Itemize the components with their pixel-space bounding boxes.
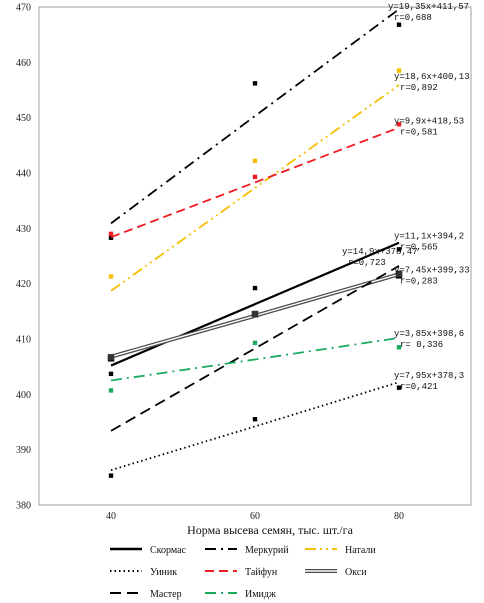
trend-equation: y=9,9x+418,53 bbox=[394, 117, 464, 127]
legend-label: Уиник bbox=[150, 567, 177, 578]
x-tick-label: 40 bbox=[106, 511, 116, 522]
series-trendline bbox=[110, 126, 400, 239]
data-point bbox=[252, 285, 258, 291]
data-point bbox=[108, 371, 114, 377]
x-axis-ticks: 40 60 80 bbox=[106, 511, 404, 522]
trend-equation: y=14,9x+378,47 bbox=[342, 247, 418, 257]
y-tick-label: 420 bbox=[16, 279, 31, 290]
legend-item: Меркурий bbox=[205, 545, 289, 556]
data-point bbox=[396, 385, 402, 390]
data-point bbox=[396, 122, 402, 127]
legend-label: Окси bbox=[345, 567, 367, 578]
trend-equation: y=11,1x+394,2 bbox=[394, 232, 464, 242]
annotation-layer: y=11,1x+394,2r=0,565 y=19,35x+411,57r=0,6… bbox=[342, 2, 470, 392]
trend-equation: y=19,35x+411,57 bbox=[388, 2, 469, 12]
trend-r-value: r=0,723 bbox=[348, 258, 386, 268]
series-trendline bbox=[110, 265, 400, 432]
series-8 bbox=[108, 337, 402, 393]
legend-label: Имидж bbox=[245, 589, 276, 600]
trend-r-value: r=0,688 bbox=[394, 13, 432, 23]
series-2 bbox=[108, 8, 402, 240]
series-5 bbox=[108, 122, 402, 239]
legend-item: Имидж bbox=[205, 589, 276, 600]
y-tick-label: 410 bbox=[16, 335, 31, 346]
data-point bbox=[108, 274, 114, 279]
trend-equation: y=7,45x+399,33 bbox=[394, 265, 470, 275]
data-point bbox=[251, 310, 259, 318]
series-4 bbox=[108, 381, 402, 478]
plot-area bbox=[38, 6, 472, 506]
legend-item: Тайфун bbox=[205, 567, 278, 578]
data-point bbox=[252, 174, 258, 180]
legend-label: Тайфун bbox=[245, 567, 278, 578]
x-tick-label: 80 bbox=[394, 511, 404, 522]
legend-item: Уиник bbox=[110, 567, 177, 578]
data-point bbox=[252, 417, 258, 422]
data-point bbox=[396, 345, 402, 350]
y-axis-ticks: 380 390 400 410 420 430 440 450 460 470 bbox=[16, 3, 31, 512]
data-point bbox=[108, 473, 114, 478]
series-trendline bbox=[110, 8, 400, 225]
y-tick-label: 430 bbox=[16, 224, 31, 235]
data-point bbox=[108, 235, 114, 240]
series-trendline bbox=[110, 337, 400, 382]
series-6 bbox=[107, 270, 403, 361]
trend-r-value: r=0,892 bbox=[400, 83, 438, 93]
trend-equation: y=18,6x+400,13 bbox=[394, 72, 470, 82]
y-tick-label: 460 bbox=[16, 58, 31, 69]
trend-r-value: r=0,565 bbox=[400, 243, 438, 253]
data-point bbox=[395, 270, 403, 277]
data-point bbox=[108, 388, 114, 393]
trend-equation: y=3,85x+398,6 bbox=[394, 329, 464, 339]
trend-r-value: r= 0,336 bbox=[400, 340, 443, 350]
series-trendline bbox=[110, 84, 400, 292]
data-point bbox=[396, 68, 402, 73]
trend-r-value: r=0,283 bbox=[400, 276, 438, 286]
data-point bbox=[252, 81, 258, 86]
y-tick-label: 380 bbox=[16, 501, 31, 512]
data-point bbox=[108, 231, 114, 237]
data-point bbox=[396, 247, 402, 252]
series-3 bbox=[108, 68, 402, 292]
series-7 bbox=[108, 247, 402, 432]
trend-r-value: r=0,581 bbox=[400, 128, 438, 138]
y-tick-label: 400 bbox=[16, 390, 31, 401]
y-tick-label: 450 bbox=[16, 113, 31, 124]
legend-item: Окси bbox=[305, 567, 367, 578]
legend-label: Натали bbox=[345, 545, 376, 556]
data-point bbox=[107, 354, 115, 361]
legend-item: Скормас bbox=[110, 545, 187, 556]
series-layer bbox=[107, 8, 403, 478]
data-point bbox=[396, 22, 402, 27]
series-trendline bbox=[110, 381, 400, 472]
x-tick-label: 60 bbox=[250, 511, 260, 522]
x-axis-label: Норма высева семян, тыс. шт./га bbox=[187, 523, 353, 537]
legend-label: Меркурий bbox=[245, 545, 289, 556]
legend-label: Скормас bbox=[150, 545, 187, 556]
legend-item: Натали bbox=[305, 545, 376, 556]
y-tick-label: 440 bbox=[16, 169, 31, 180]
data-point bbox=[252, 158, 258, 164]
y-tick-label: 470 bbox=[16, 3, 31, 14]
data-point bbox=[252, 340, 258, 346]
trend-r-value: r=0,421 bbox=[400, 382, 438, 392]
legend: Скормас Меркурий Натали Уиник Тайфун Окси Маст… bbox=[110, 545, 376, 600]
y-tick-label: 390 bbox=[16, 445, 31, 456]
trend-equation: y=7,95x+378,3 bbox=[394, 371, 464, 381]
legend-label: Мастер bbox=[150, 589, 182, 600]
legend-item: Мастер bbox=[110, 589, 182, 600]
